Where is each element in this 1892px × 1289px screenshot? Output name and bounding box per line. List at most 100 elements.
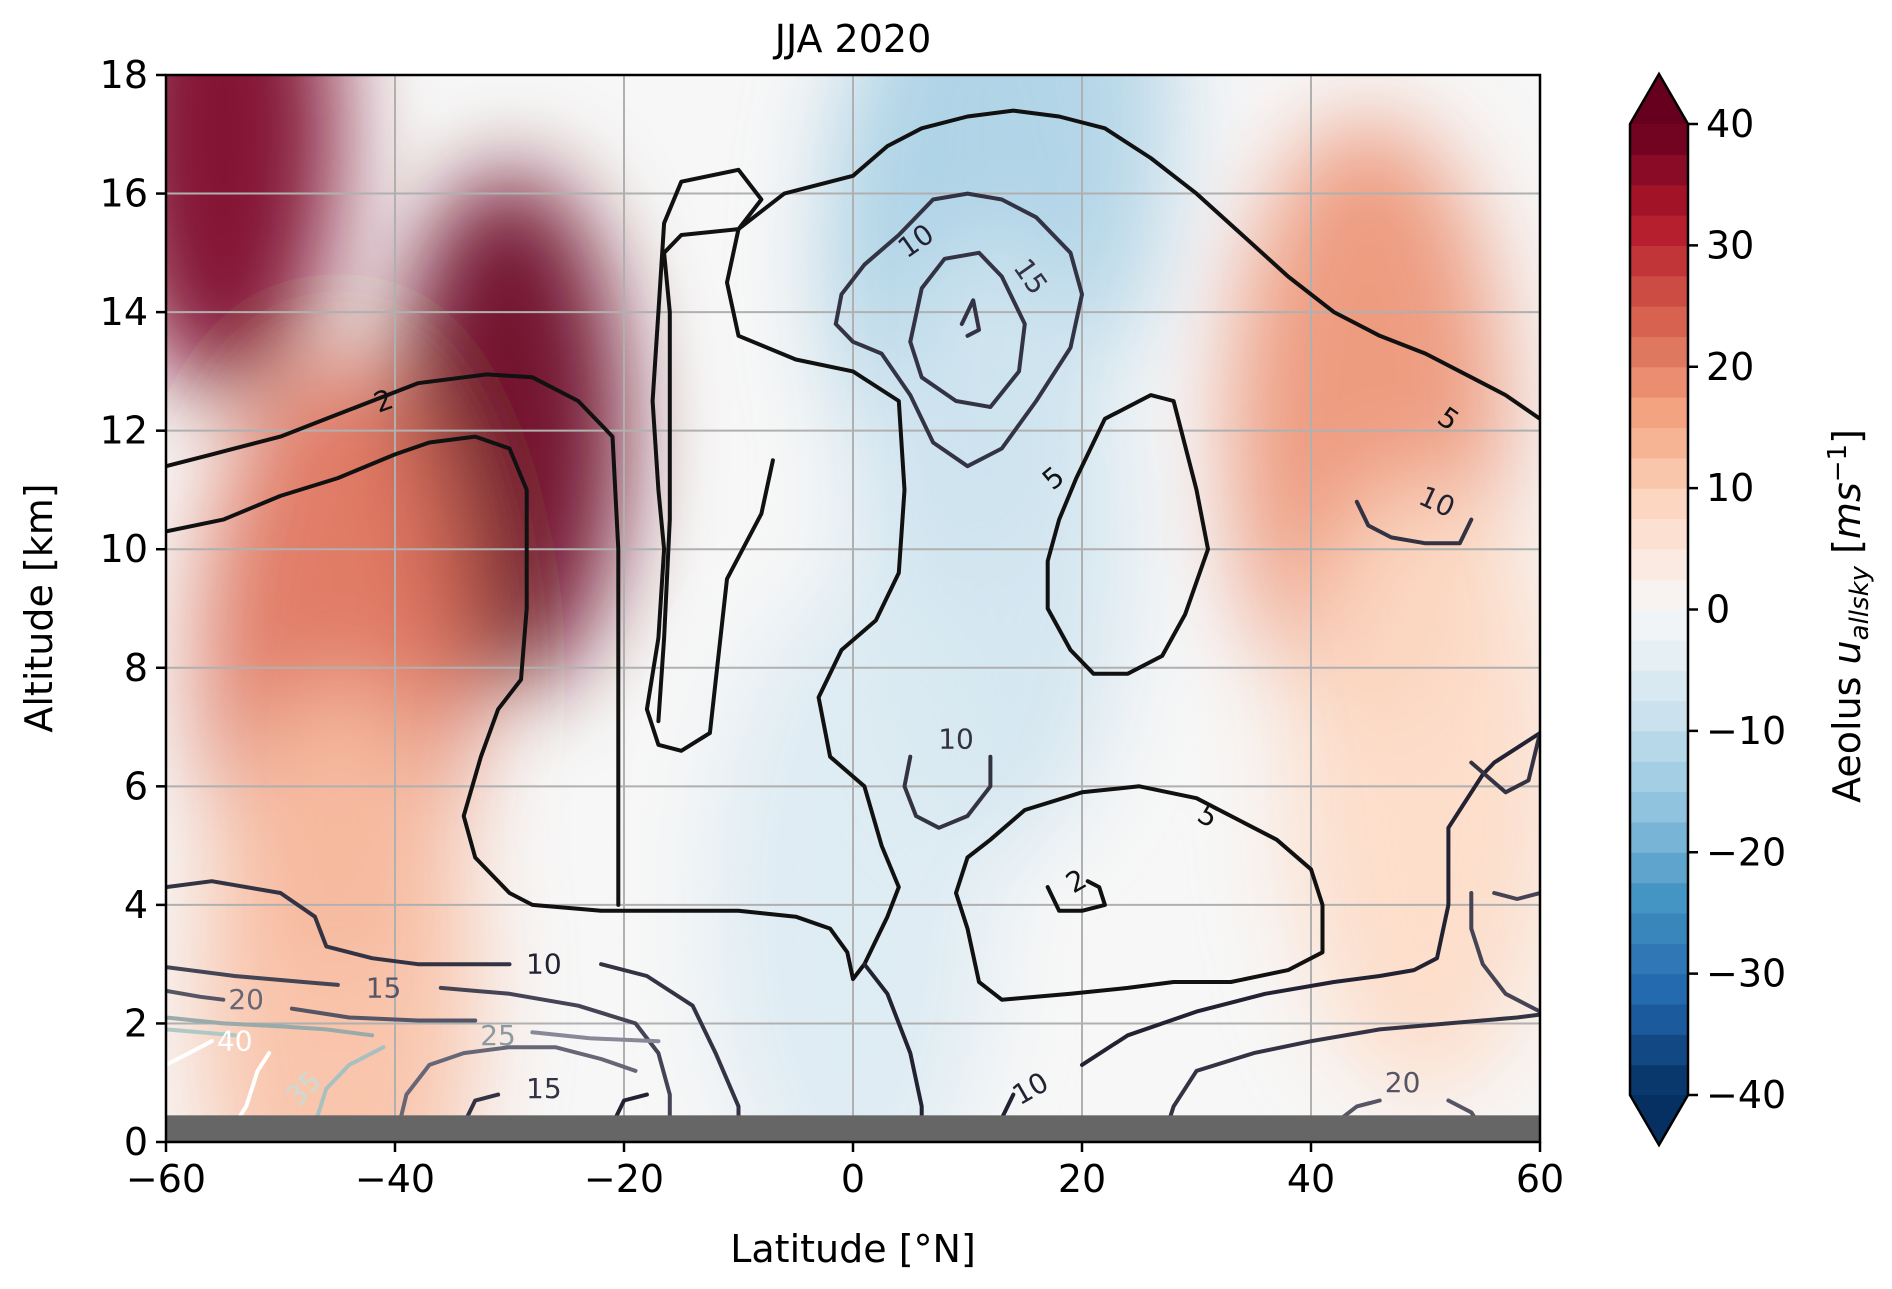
colorbar-label-main: Aeolus	[1825, 664, 1869, 802]
colorbar-band	[1630, 882, 1688, 914]
colorbar-band	[1630, 397, 1688, 429]
colorbar-tick-label: 10	[1706, 466, 1754, 510]
contour-line	[908, 250, 1027, 409]
ground-mask	[166, 1115, 1540, 1142]
colorbar-band	[1630, 306, 1688, 338]
contour-label: 25	[480, 1019, 516, 1052]
contour-line	[644, 167, 775, 753]
contour-line	[166, 879, 512, 967]
colorbar-band	[1630, 700, 1688, 732]
grid	[166, 75, 1540, 1142]
contour-label: 10	[526, 948, 562, 981]
contour-line	[833, 191, 1084, 469]
colorbar-band	[1630, 609, 1688, 641]
contour-line	[166, 988, 226, 1002]
contour-label: 20	[1385, 1066, 1421, 1099]
y-tick-label: 18	[100, 53, 148, 97]
contour-label: 15	[366, 971, 402, 1004]
colorbar-band	[1630, 548, 1688, 580]
contour-line	[289, 1006, 478, 1023]
contour-line	[1469, 731, 1540, 795]
contour-line	[530, 1030, 661, 1044]
colorbar-extend-top	[1630, 74, 1688, 124]
contour-line	[954, 784, 1325, 1002]
colorbar-tick-label: 20	[1706, 345, 1754, 389]
colorbar-band	[1630, 973, 1688, 1005]
colorbar-band	[1630, 336, 1688, 368]
y-tick-label: 12	[100, 409, 148, 453]
contour-label: 10	[938, 722, 974, 755]
chart-title: JJA 2020	[773, 17, 932, 61]
x-tick-label: −40	[355, 1157, 435, 1201]
colorbar-band	[1630, 791, 1688, 823]
x-tick-label: 0	[841, 1157, 865, 1201]
contour-line	[1492, 891, 1540, 901]
contour-line	[232, 1051, 272, 1127]
contour-label: 20	[228, 983, 264, 1016]
contour-line	[959, 298, 981, 338]
contour-line	[393, 1045, 638, 1142]
wind-field-blob	[166, 75, 338, 394]
colorbar-label-unit-sup: −1	[1823, 444, 1853, 482]
contour-line	[1045, 393, 1210, 676]
contour-line	[166, 1027, 237, 1038]
contour-line	[166, 108, 1540, 981]
colorbar-label-sub: allsky	[1845, 565, 1875, 640]
x-tick-label: −20	[584, 1157, 664, 1201]
contour-line	[1160, 1012, 1540, 1142]
contour-line	[166, 965, 340, 987]
colorbar-band	[1630, 852, 1688, 884]
colorbar-label-unit: ms	[1825, 482, 1869, 539]
colorbar-label-close: ]	[1825, 429, 1869, 444]
contour-line	[1354, 499, 1474, 546]
colorbar-band	[1630, 154, 1688, 186]
colorbar-band	[1630, 215, 1688, 246]
y-tick-label: 8	[124, 646, 148, 690]
colorbar-band	[1630, 821, 1688, 853]
colorbar-band	[1630, 245, 1688, 277]
contour-line	[599, 962, 741, 1142]
colorbar-band	[1630, 639, 1688, 671]
colorbar-band	[1630, 761, 1688, 793]
y-tick-label: 10	[100, 527, 148, 571]
contour-label: 15	[526, 1072, 562, 1105]
colorbar-band	[1630, 730, 1688, 762]
colorbar-band	[1630, 912, 1688, 944]
contour-line	[166, 1015, 375, 1038]
colorbar-extend-bottom	[1630, 1095, 1688, 1145]
colorbar-tick-label: −20	[1706, 830, 1786, 874]
colorbar-tick-label: −30	[1706, 952, 1786, 996]
contour-line	[166, 372, 621, 907]
colorbar-band	[1630, 943, 1688, 975]
colorbar-band	[1630, 670, 1688, 702]
colorbar-band	[1630, 1034, 1688, 1066]
colorbar-bands	[1628, 71, 1690, 1148]
colorbar-tick-label: 40	[1706, 102, 1754, 146]
colorbar-band	[1630, 1003, 1688, 1035]
contour-line	[166, 1039, 214, 1067]
colorbar-band	[1630, 579, 1688, 611]
contour-line	[1045, 879, 1107, 913]
x-axis-ticks: −60 −40 −20 0 20 40 60	[126, 1142, 1564, 1201]
colorbar: 40 30 20 10 0 −10 −20 −30 −40 Aeolus uallsky [ms…	[1628, 71, 1875, 1148]
contour-label: 40	[217, 1025, 253, 1058]
colorbar-band	[1630, 1064, 1688, 1096]
colorbar-band	[1630, 457, 1688, 489]
x-tick-label: 60	[1516, 1157, 1564, 1201]
y-tick-label: 4	[124, 883, 148, 927]
colorbar-tick-label: 30	[1706, 223, 1754, 267]
contour-line	[1469, 891, 1540, 1014]
colorbar-band	[1630, 427, 1688, 459]
x-axis-label: Latitude [°N]	[730, 1227, 976, 1271]
colorbar-band	[1630, 275, 1688, 307]
colorbar-tick-label: −10	[1706, 709, 1786, 753]
colorbar-label-open: [	[1825, 539, 1869, 566]
y-axis-label: Altitude [km]	[17, 483, 61, 732]
colorbar-band	[1630, 366, 1688, 398]
contour-line	[902, 754, 993, 830]
contour-line	[312, 1045, 386, 1127]
colorbar-tick-label: −40	[1706, 1073, 1786, 1117]
colorbar-band	[1630, 488, 1688, 520]
